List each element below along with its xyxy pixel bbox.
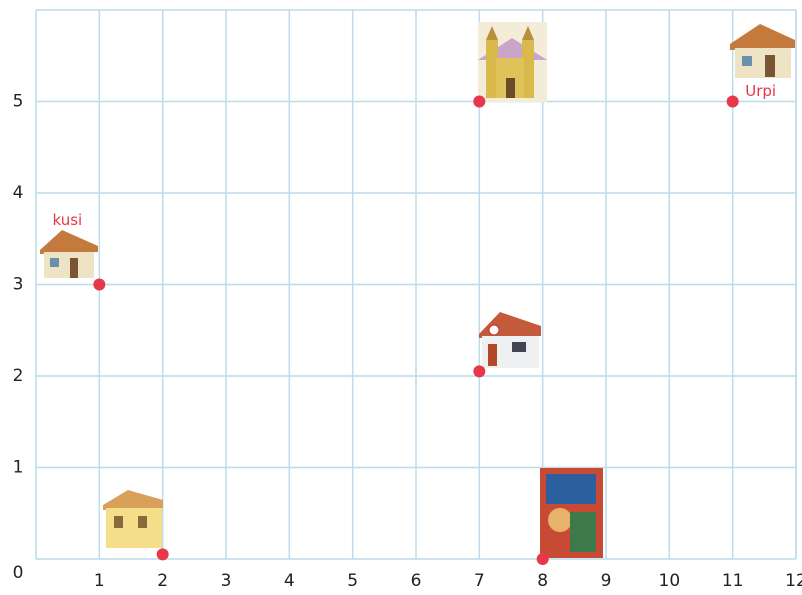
point [537, 553, 549, 565]
x-tick-label: 2 [157, 571, 168, 591]
chart: 123456789101112012345kusiUrpi [0, 0, 802, 591]
pictures [40, 22, 795, 558]
x-tick-label: 3 [221, 571, 232, 591]
y-tick-label: 4 [13, 183, 24, 203]
x-tick-label: 4 [284, 571, 295, 591]
house-picture [103, 490, 163, 548]
point-label: kusi [52, 211, 82, 229]
point [93, 279, 105, 291]
house-picture [730, 24, 795, 78]
point [157, 548, 169, 560]
x-tick-label: 1 [94, 571, 105, 591]
church-picture [478, 22, 547, 102]
x-tick-label: 11 [722, 571, 744, 591]
x-tick-label: 8 [537, 571, 548, 591]
point-label: Urpi [745, 82, 776, 100]
x-tick-label: 5 [347, 571, 358, 591]
x-tick-label: 6 [411, 571, 422, 591]
point [473, 96, 485, 108]
y-tick-label: 2 [13, 366, 24, 386]
y-tick-label: 1 [13, 458, 24, 478]
point [473, 365, 485, 377]
painting-picture [540, 468, 603, 558]
point [727, 96, 739, 108]
y-tick-label: 3 [13, 275, 24, 295]
house-picture [40, 230, 98, 278]
x-tick-label: 12 [785, 571, 802, 591]
x-tick-label: 9 [601, 571, 612, 591]
y-tick-label: 5 [13, 92, 24, 112]
y-tick-label: 0 [13, 563, 24, 583]
clinic-picture [479, 312, 541, 368]
x-tick-label: 7 [474, 571, 485, 591]
x-tick-label: 10 [659, 571, 681, 591]
